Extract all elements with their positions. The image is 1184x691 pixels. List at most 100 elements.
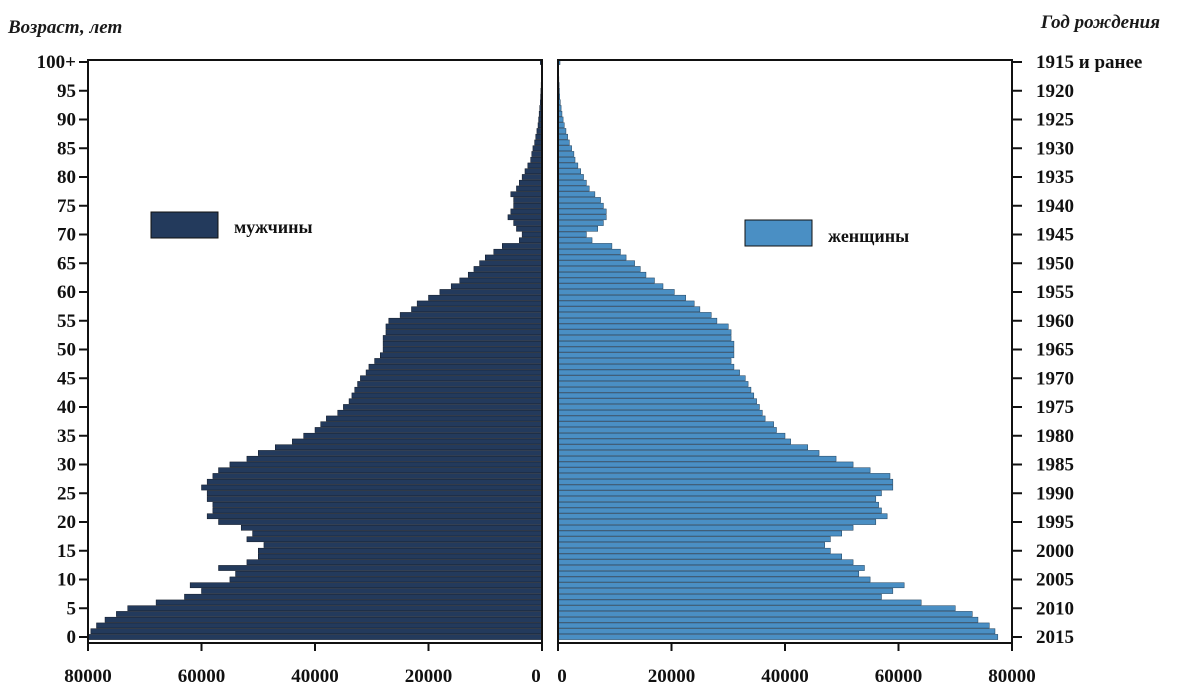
year-tick-label: 1915 и ранее [1036,52,1142,73]
female-bar-age-68 [557,243,613,249]
male-bar-age-0 [87,634,543,640]
female-bar-age-31 [557,455,837,462]
male-bar-age-14 [258,553,543,560]
male-x-tick-label: 80000 [64,666,112,687]
female-bar-age-9 [557,582,905,589]
female-bar-age-49 [557,352,735,359]
year-tick-label: 1975 [1036,397,1074,418]
male-x-tick-label: 20000 [405,666,453,687]
female-bar-age-40 [557,404,760,410]
female-bar-age-57 [557,306,701,313]
year-tick-label: 1985 [1036,455,1074,476]
year-tick-label: 1930 [1036,138,1074,159]
female-bar-age-71 [557,225,598,232]
female-bar-age-35 [557,432,786,439]
male-bars [87,59,543,640]
female-x-tick-label: 40000 [761,666,809,687]
female-bar-age-4 [557,611,973,617]
male-bar-age-61 [450,283,543,290]
female-bar-age-16 [557,542,825,548]
female-bars [557,59,999,640]
legend-male-swatch [150,211,219,239]
male-bar-age-16 [263,542,543,548]
female-bar-age-54 [557,323,729,330]
male-bar-age-32 [258,450,543,456]
male-bar-age-77 [510,191,543,198]
male-bar-age-84 [531,151,543,157]
female-bar-age-58 [557,300,695,307]
male-bar-age-63 [467,271,543,278]
female-bar-age-59 [557,294,686,301]
male-bar-age-60 [439,289,543,295]
legend-female: женщины [744,219,909,247]
female-bar-age-87 [557,133,568,140]
male-bar-age-81 [524,168,543,175]
female-bar-age-69 [557,237,593,244]
female-bar-age-63 [557,271,647,278]
age-tick-label: 30 [57,455,76,476]
male-bar-age-23 [212,501,543,508]
male-bar-age-35 [303,432,543,439]
female-bar-age-20 [557,519,877,525]
age-tick-label: 10 [57,570,76,591]
male-bar-age-21 [206,513,543,520]
male-bar-age-13 [246,559,543,566]
female-bar-age-29 [557,467,871,474]
female-bar-age-33 [557,444,808,451]
female-bar-age-83 [557,156,576,163]
female-bar-age-86 [557,139,570,146]
female-bar-age-84 [557,151,575,157]
female-bar-age-21 [557,513,888,520]
male-bar-age-79 [519,179,543,186]
year-tick-label: 1945 [1036,225,1074,246]
year-tick-label: 1920 [1036,81,1074,102]
female-bar-age-60 [557,289,675,295]
male-bar-age-49 [380,352,543,359]
male-bar-age-46 [365,369,543,376]
female-bar-age-48 [557,358,732,364]
female-bar-age-47 [557,363,735,370]
male-bar-age-18 [252,530,543,537]
female-bar-age-77 [557,191,596,198]
male-bar-age-74 [510,208,543,215]
female-bar-age-0 [557,634,999,640]
male-bar-age-50 [382,346,543,353]
female-bar-age-25 [557,490,882,497]
female-bar-age-5 [557,605,956,612]
male-bar-age-59 [428,294,543,301]
year-tick-label: 2000 [1036,541,1074,562]
male-bar-age-54 [385,323,543,330]
male-bar-age-64 [473,266,543,272]
male-bar-age-76 [513,197,543,203]
male-bar-age-27 [206,478,543,485]
male-bar-age-33 [275,444,543,451]
male-bar-age-82 [527,162,543,169]
male-bar-age-80 [521,174,543,180]
male-bar-age-42 [351,392,543,399]
plot-frames [87,59,1013,644]
age-tick-label: 80 [57,167,76,188]
male-bar-age-26 [201,484,543,491]
female-bar-age-88 [557,128,567,134]
male-bar-age-8 [201,588,543,594]
female-bar-age-7 [557,593,882,600]
age-tick-label: 0 [67,627,77,648]
male-bar-age-38 [326,415,543,422]
year-tick-label: 2005 [1036,570,1074,591]
female-bar-age-14 [557,553,842,560]
female-bar-age-73 [557,214,607,221]
female-bar-age-6 [557,599,922,606]
female-bar-age-61 [557,283,664,290]
male-bar-age-51 [382,340,543,347]
female-bar-age-23 [557,501,879,508]
female-bar-age-76 [557,197,601,203]
age-axis: 0 5 10 15 20 25 30 35 40 45 50 55 60 65 70 75 80 85 90 95 10… [37,52,88,648]
female-bar-age-45 [557,375,746,382]
male-bar-age-57 [411,306,543,313]
male-bar-age-73 [507,214,543,221]
male-bar-age-22 [212,507,543,514]
female-bar-age-26 [557,484,894,491]
female-bar-age-8 [557,588,894,594]
female-bar-age-46 [557,369,740,376]
